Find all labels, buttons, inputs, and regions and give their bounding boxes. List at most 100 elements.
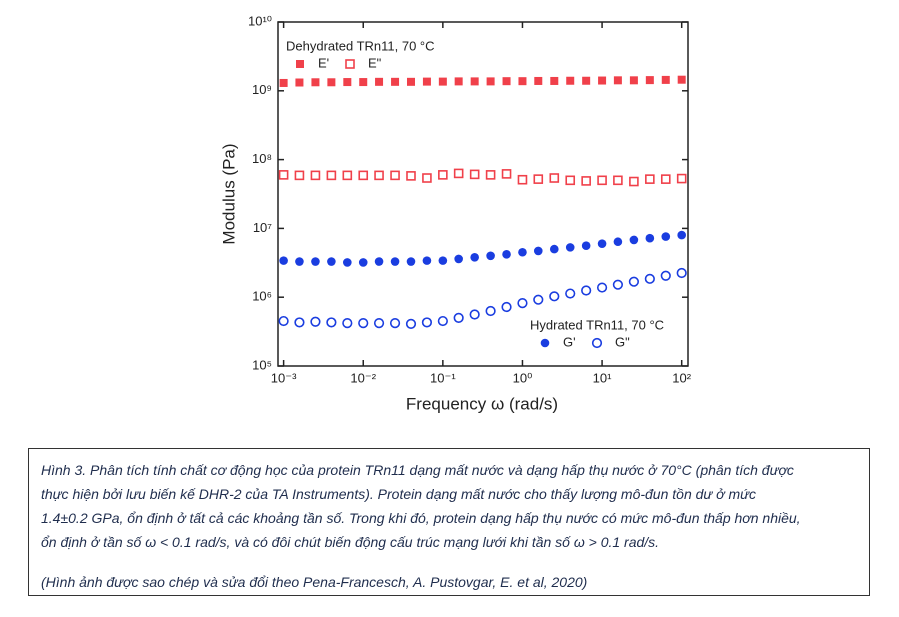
- x-tick-label: 10⁻³: [271, 370, 297, 385]
- caption-line: 1.4±0.2 GPa, ổn định ở tất cả các khoảng…: [41, 510, 801, 526]
- data-point: [534, 76, 543, 85]
- data-point: [501, 301, 512, 313]
- data-point: [565, 288, 576, 299]
- y-axis-title: Modulus (Pa): [219, 143, 238, 244]
- data-point: [598, 76, 607, 85]
- x-tick-label: 10⁻¹: [430, 370, 456, 385]
- legend-marker: [345, 59, 355, 69]
- data-point: [327, 78, 336, 87]
- data-point: [342, 170, 353, 181]
- legend-label: E': [318, 55, 329, 70]
- data-point: [517, 174, 528, 185]
- data-point: [422, 173, 432, 183]
- chart: Modulus (Pa) Frequency ω (rad/s) Dehydra…: [219, 13, 691, 413]
- data-point: [469, 169, 480, 180]
- data-point: [549, 291, 560, 302]
- data-point: [629, 76, 638, 85]
- data-point: [597, 175, 607, 186]
- data-point: [470, 253, 479, 262]
- data-point: [581, 176, 591, 186]
- data-point: [581, 241, 591, 251]
- data-point: [645, 233, 655, 243]
- data-point: [421, 317, 433, 328]
- data-point: [486, 251, 495, 261]
- data-point: [612, 279, 623, 290]
- caption-line: (Hình ảnh được sao chép và sửa đổi theo …: [41, 574, 588, 590]
- data-point: [518, 247, 527, 257]
- data-point: [533, 294, 544, 305]
- data-point: [374, 257, 384, 266]
- data-point: [310, 316, 321, 327]
- data-point: [375, 77, 384, 86]
- data-point: [389, 318, 401, 329]
- data-point: [470, 77, 479, 86]
- x-tick-label: 10²: [672, 370, 691, 385]
- data-point: [295, 78, 304, 87]
- data-point: [549, 173, 560, 183]
- data-point: [566, 76, 575, 85]
- data-point: [422, 256, 432, 265]
- legend-label: G': [563, 334, 576, 349]
- data-point: [311, 78, 320, 87]
- data-point: [342, 318, 353, 329]
- data-point: [358, 170, 369, 181]
- x-tick-label: 10¹: [593, 370, 612, 385]
- data-point: [326, 317, 337, 328]
- data-point: [453, 312, 464, 324]
- data-point: [406, 171, 416, 181]
- data-point: [279, 256, 288, 265]
- data-point: [550, 76, 559, 85]
- data-point: [502, 250, 511, 259]
- legend-group: Hydrated TRn11, 70 °C: [530, 317, 664, 332]
- data-point: [501, 169, 512, 179]
- legend-label: E": [368, 55, 382, 70]
- data-point: [661, 232, 671, 241]
- data-point: [502, 77, 511, 86]
- data-point: [549, 244, 559, 254]
- data-point: [533, 246, 543, 256]
- data-point: [326, 170, 337, 181]
- legend-group: Dehydrated TRn11, 70 °C: [286, 38, 435, 53]
- data-point: [438, 256, 448, 265]
- data-point: [517, 298, 528, 309]
- data-point: [645, 76, 654, 85]
- y-tick-label: 10⁹: [252, 82, 272, 97]
- data-point: [278, 170, 289, 180]
- data-point: [518, 77, 527, 86]
- data-point: [359, 78, 368, 87]
- caption-line: ổn định ở tần số ω < 0.1 rad/s, và có đô…: [41, 534, 660, 550]
- data-point: [373, 318, 385, 329]
- data-point: [422, 77, 431, 86]
- data-point: [629, 176, 639, 187]
- data-point: [582, 76, 591, 85]
- data-point: [405, 318, 417, 329]
- data-point: [391, 77, 400, 86]
- data-point: [533, 174, 544, 184]
- y-tick-label: 10⁷: [253, 220, 272, 235]
- plot-frame: [277, 21, 689, 367]
- data-point: [454, 254, 463, 264]
- y-tick-label: 10⁶: [252, 289, 272, 304]
- y-tick-label: 10⁵: [252, 357, 272, 372]
- data-point: [343, 258, 352, 267]
- data-point: [390, 257, 400, 266]
- data-point: [390, 170, 400, 181]
- data-point: [438, 77, 447, 86]
- data-point: [278, 315, 289, 327]
- data-point: [311, 257, 320, 266]
- data-point: [453, 168, 464, 179]
- data-point: [327, 257, 336, 266]
- data-point: [613, 237, 623, 247]
- data-point: [279, 78, 288, 87]
- data-point: [581, 285, 592, 296]
- data-point: [343, 78, 352, 87]
- data-point: [661, 75, 670, 84]
- data-point: [677, 75, 686, 84]
- data-point: [294, 317, 305, 328]
- data-point: [469, 309, 480, 320]
- x-tick-label: 10⁻²: [350, 370, 376, 385]
- data-point: [406, 77, 415, 86]
- data-point: [660, 270, 671, 281]
- data-point: [644, 273, 655, 284]
